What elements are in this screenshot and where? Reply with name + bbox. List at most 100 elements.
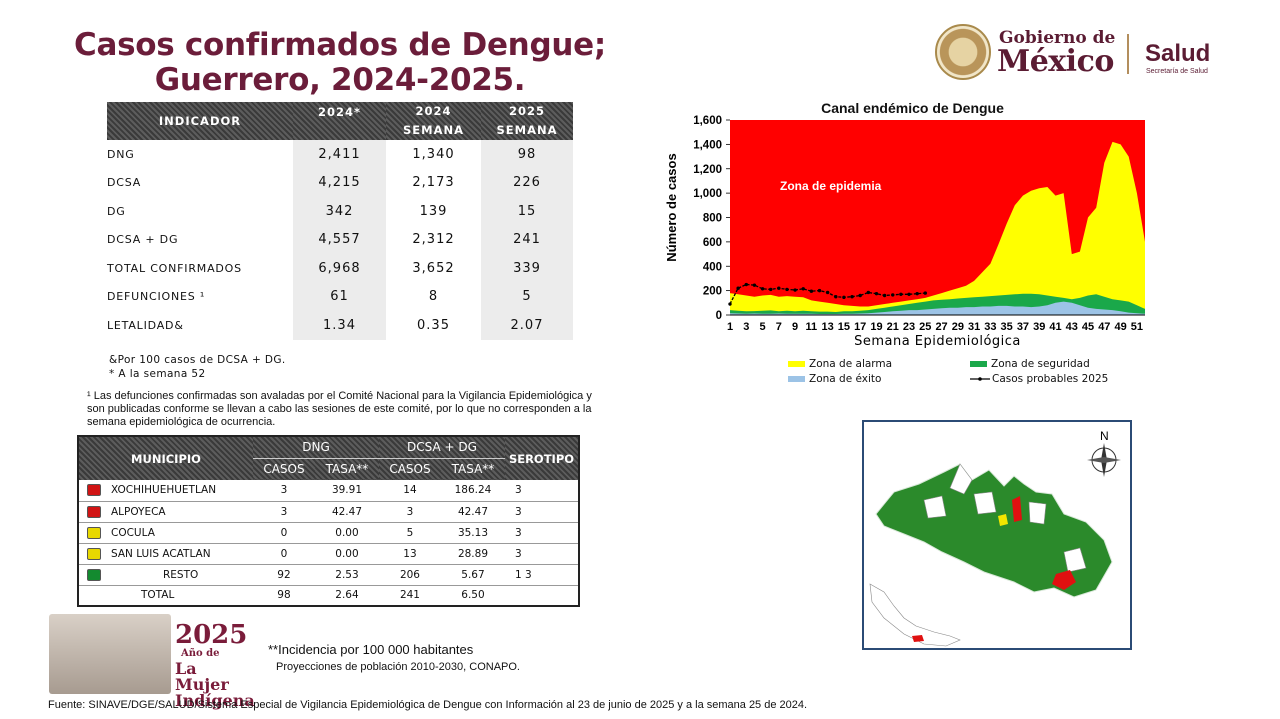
header-indicador: INDICADOR — [107, 102, 293, 140]
table-notes: &Por 100 casos de DCSA + DG. * A la sema… — [109, 353, 286, 381]
indicator-value-2025-semana: 98 — [481, 140, 573, 169]
indicator-row: DCSA 4,215 2,173 226 — [107, 168, 573, 197]
legend-swatch-alarma — [788, 361, 805, 367]
municipio-row: RESTO 92 2.53 206 5.67 1 3 — [78, 564, 579, 586]
x-tick-label: 47 — [1098, 321, 1110, 333]
municipio-dng-tasa: 0.00 — [314, 543, 379, 565]
mujer-indigena-text: 2025 Año de La Mujer Indígena — [175, 622, 255, 709]
x-tick-label: 5 — [759, 321, 765, 333]
legend-swatch-seguridad — [970, 361, 987, 367]
indicator-row: DNG 2,411 1,340 98 — [107, 140, 573, 169]
casos-2025-point — [842, 295, 846, 300]
risk-color-square — [87, 547, 101, 560]
indicator-label: DG — [107, 204, 126, 218]
y-axis-label: Número de casos — [664, 153, 679, 261]
municipio-dcsa-casos: 13 — [378, 543, 441, 565]
indicator-value-2024-total: 1.34 — [293, 311, 386, 340]
national-seal-icon — [935, 24, 991, 80]
municipio-header-row: MUNICIPIO DNG DCSA + DG SEROTIPO — [78, 436, 579, 480]
y-tick-label: 0 — [716, 310, 722, 322]
legend-item-alarma: Zona de alarma — [788, 358, 892, 370]
indicator-value-2024-total: 4,557 — [293, 225, 386, 254]
x-tick-label: 41 — [1049, 321, 1061, 333]
indicator-value-2024-semana: 2,312 — [412, 232, 455, 248]
casos-2025-point — [752, 283, 757, 287]
casos-2025-point — [907, 292, 911, 296]
municipio-row: COCULA 0 0.00 5 35.13 3 — [78, 522, 579, 544]
y-tick-label: 600 — [703, 237, 722, 249]
indicator-value-2025-semana: 15 — [481, 197, 573, 226]
chart-title: Canal endémico de Dengue — [821, 100, 1004, 116]
municipio-serotipo: 3 — [505, 480, 579, 502]
zona-alarma-area — [730, 141, 1145, 315]
header-2024-total: 2024* — [293, 102, 386, 140]
legend-item-exito: Zona de éxito — [788, 373, 881, 385]
indicator-label: TOTAL CONFIRMADOS — [107, 261, 242, 275]
municipio-dng-casos: 3 — [253, 480, 315, 502]
indicator-value-2024-semana: 8 — [428, 289, 439, 305]
casos-2025-point — [915, 291, 919, 296]
legend-label-alarma: Zona de alarma — [809, 358, 893, 370]
indicator-row: DG 342 139 15 — [107, 197, 573, 226]
municipio-row: ALPOYECA 3 42.47 3 42.47 3 — [78, 501, 579, 523]
legend-swatch-exito — [788, 376, 805, 382]
indicator-value-2025-semana: 226 — [481, 168, 573, 197]
legend-item-casos: Casos probables 2025 — [970, 373, 1108, 385]
indicator-label: DNG — [107, 147, 135, 161]
indicator-value-2024-total: 4,215 — [293, 168, 386, 197]
logo-mexico-text: México — [997, 44, 1114, 79]
logo-salud-subtext: Secretaría de Salud — [1146, 68, 1208, 75]
municipio-dng-tasa: 39.91 — [314, 480, 379, 502]
indicator-value-2025-semana: 5 — [481, 282, 573, 311]
indicator-label: DCSA — [107, 176, 142, 190]
municipio-dcsa-tasa: 42.47 — [440, 501, 505, 523]
mujer-line2: La Mujer — [175, 659, 229, 694]
y-tick-label: 800 — [703, 213, 722, 225]
municipio-dng-tasa: 0.00 — [314, 522, 379, 544]
casos-2025-point — [777, 286, 781, 290]
x-axis-label: Semana Epidemiológica — [854, 334, 1021, 349]
indicator-row: DCSA + DG 4,557 2,312 241 — [107, 225, 573, 254]
indicator-value-2024-semana: 2,173 — [412, 175, 455, 191]
indicator-row: LETALIDAD& 1.34 0.35 2.07 — [107, 311, 573, 340]
logo-divider — [1127, 34, 1129, 74]
x-tick-label: 35 — [1001, 321, 1013, 333]
municipio-dng-tasa: 2.53 — [314, 564, 379, 586]
casos-2025-point — [744, 282, 748, 287]
header-2025-semana: 2025 SEMANA — [481, 102, 573, 140]
casos-2025-point — [736, 286, 740, 290]
page-title: Casos confirmados de Dengue; Guerrero, 2… — [60, 28, 620, 98]
indigenous-women-illustration — [49, 614, 171, 694]
y-tick-label: 1,000 — [693, 188, 722, 200]
compass-north-label: N — [1100, 429, 1109, 443]
casos-2025-point — [768, 287, 773, 292]
mujer-line1: Año de — [181, 648, 220, 659]
municipio-name-cell: ALPOYECA — [78, 501, 253, 523]
logo-salud-text: Salud — [1145, 40, 1211, 67]
y-tick-label: 1,200 — [693, 164, 722, 176]
x-tick-label: 9 — [792, 321, 798, 333]
municipio-dng-casos: 0 — [253, 522, 315, 544]
municipio-row: XOCHIHUEHUETLAN 3 39.91 14 186.24 3 — [78, 480, 579, 502]
indicator-label: DEFUNCIONES ¹ — [107, 290, 206, 304]
indicator-value-2025-semana: 2.07 — [481, 311, 573, 340]
indicator-label: LETALIDAD& — [107, 318, 184, 332]
fuente-note: Fuente: SINAVE/DGE/SALUD/Sistema Especia… — [48, 699, 808, 711]
x-tick-label: 49 — [1114, 321, 1126, 333]
municipio-serotipo: 3 — [505, 522, 579, 544]
zona-epidemia-annotation: Zona de epidemia — [780, 179, 882, 193]
municipio-dng-tasa: 2.64 — [314, 585, 379, 607]
incidencia-note: **Incidencia por 100 000 habitantes — [268, 642, 474, 657]
header-2024-semana: 2024 SEMANA — [386, 102, 481, 140]
x-tick-label: 37 — [1017, 321, 1029, 333]
casos-2025-point — [866, 290, 871, 295]
municipio-red-xochihuehuetlan — [1012, 496, 1022, 522]
municipio-dng-casos: 92 — [253, 564, 315, 586]
indicator-value-2024-total: 61 — [293, 282, 386, 311]
gobierno-mexico-logo: Gobierno de México Salud Secretaría de S… — [935, 24, 1225, 84]
indicator-value-2024-semana: 0.35 — [417, 317, 450, 333]
municipio-white-2 — [973, 491, 997, 515]
casos-2025-point — [858, 293, 862, 298]
municipio-row: TOTAL 98 2.64 241 6.50 — [78, 585, 579, 607]
municipio-row: SAN LUIS ACATLAN 0 0.00 13 28.89 3 — [78, 543, 579, 565]
